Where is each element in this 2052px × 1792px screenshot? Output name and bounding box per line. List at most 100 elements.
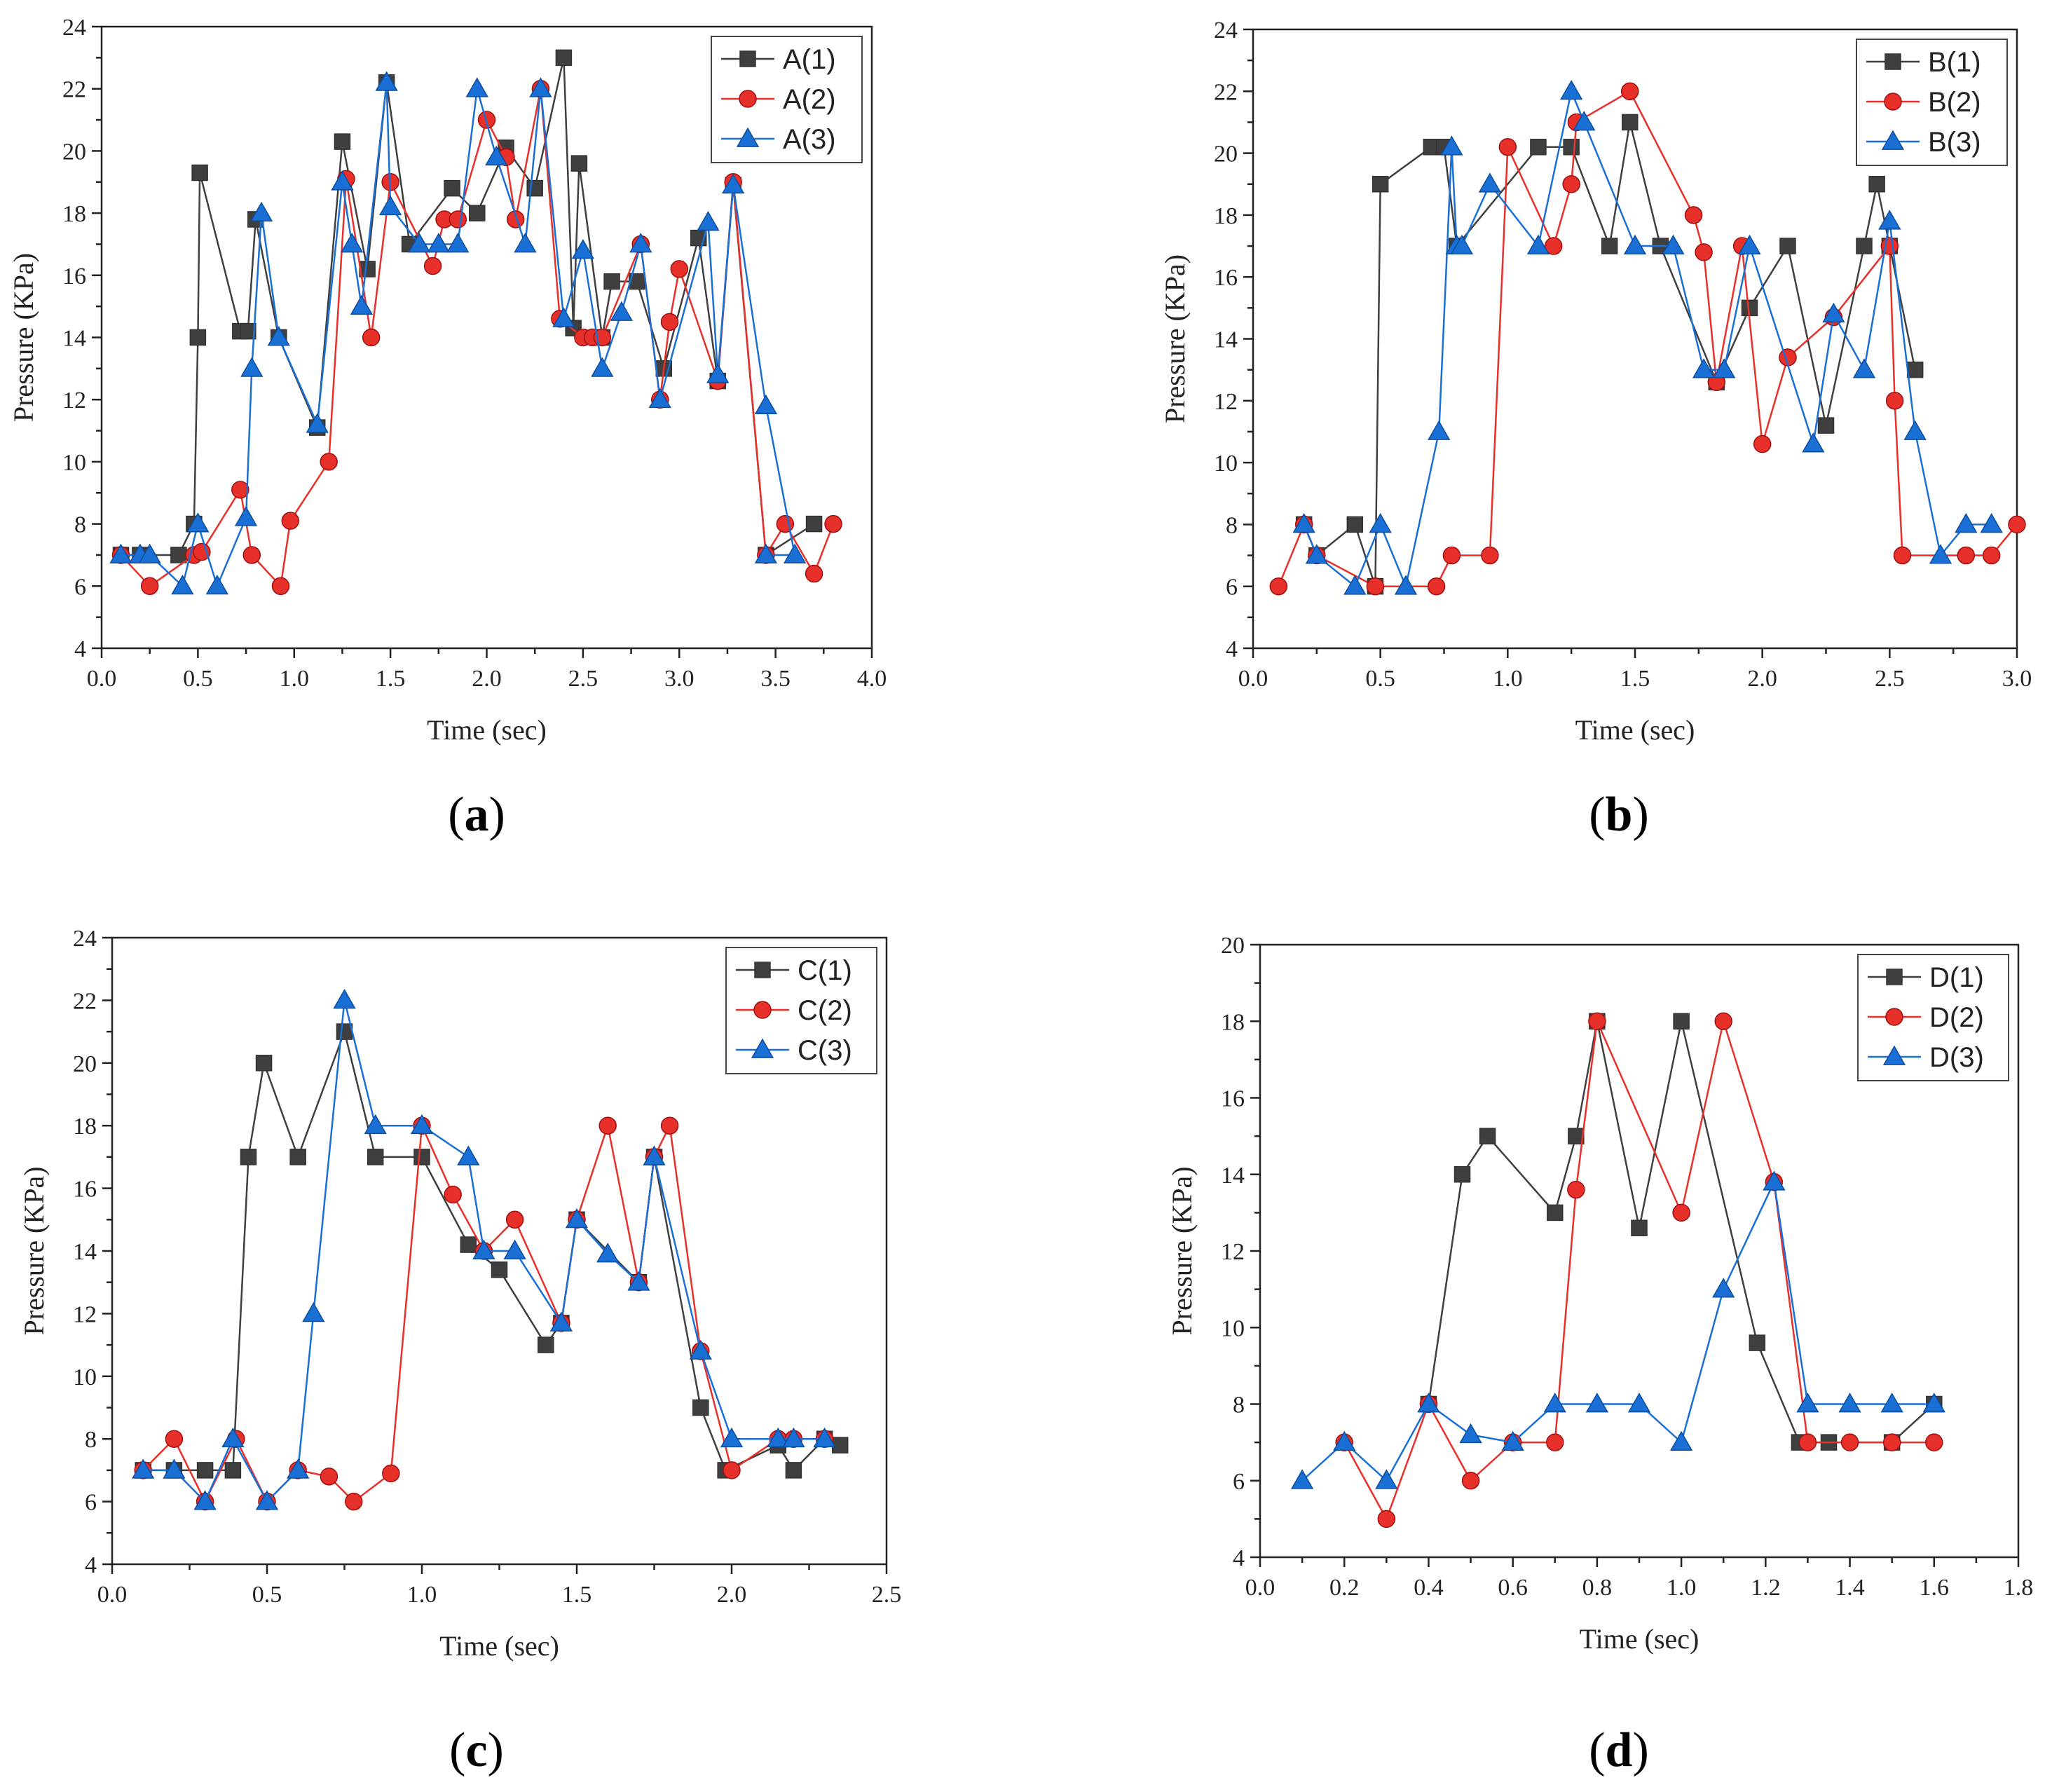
data-point [1568,1128,1585,1144]
data-point [193,1490,217,1510]
data-point [552,307,575,327]
legend-marker [1884,93,1902,111]
data-point [629,233,652,253]
data-point [446,233,470,253]
y-tick-label: 16 [73,1177,97,1203]
data-point [1290,1469,1314,1489]
data-point [1428,420,1451,440]
y-tick-label: 22 [73,988,97,1014]
x-tick-label: 1.2 [1751,1575,1781,1601]
y-axis-title: Pressure (KPa) [18,1166,50,1335]
data-point [503,1239,526,1259]
data-point [413,1149,430,1165]
data-point [382,1464,400,1483]
x-tick-label: 3.5 [760,666,791,692]
y-tick-label: 24 [73,926,97,952]
legend-box [725,947,877,1074]
data-point [336,1023,353,1040]
data-point [1856,238,1873,254]
data-point [529,77,552,97]
data-point [240,357,264,377]
x-tick-label: 0.0 [1238,666,1268,692]
data-point [1982,546,2001,565]
data-point [170,547,187,563]
data-point [186,512,210,533]
y-tick-label: 12 [1214,389,1238,415]
data-point [643,1145,666,1165]
data-point [306,413,329,433]
data-point [555,49,573,67]
data-point [514,233,537,253]
data-point [1292,513,1315,533]
data-point [767,1427,790,1448]
x-tick-label: 1.0 [1667,1575,1697,1601]
data-point [1882,1433,1901,1451]
series-line [1428,1020,1935,1444]
y-tick-label: 20 [1214,142,1238,167]
x-tick-label: 0.5 [252,1582,282,1608]
data-point [423,257,442,275]
data-point [1684,206,1703,224]
data-point [2008,515,2026,534]
data-point [427,233,450,253]
y-tick-label: 10 [1214,451,1238,477]
data-point [1669,1430,1693,1451]
series-D(2) [1335,1012,1943,1528]
x-tick-label: 2.5 [568,666,598,692]
data-point [1375,1469,1398,1489]
data-point [1673,1013,1690,1030]
data-point [171,574,194,595]
series-B(2) [1269,82,2026,596]
data-point [571,238,595,259]
legend-marker [739,90,757,108]
series-line [1301,1179,1934,1482]
data-point [1817,417,1835,434]
y-tick-label: 18 [62,201,86,227]
y-tick-label: 14 [62,326,86,352]
data-point [1925,1433,1943,1451]
x-tick-label: 0.4 [1414,1575,1444,1601]
legend: D(1) D(2) D(3) [1857,954,2009,1081]
y-axis-title: Pressure (KPa) [1166,1166,1198,1335]
y-tick-label: 12 [1221,1239,1245,1265]
data-point [408,233,431,253]
data-point [191,164,208,182]
y-tick-label: 14 [1214,327,1238,353]
data-point [785,1462,802,1479]
y-tick-label: 16 [62,264,86,289]
data-point [1588,1012,1606,1030]
data-point [242,546,261,564]
data-point [410,1114,434,1135]
data-point [255,1055,273,1072]
data-point [1546,1433,1564,1451]
data-point [163,1458,186,1479]
data-point [591,357,614,377]
data-point [1868,176,1885,193]
y-tick-label: 16 [1214,265,1238,291]
data-point [1305,544,1328,564]
data-point [320,453,338,471]
x-tick-label: 3.0 [2002,666,2032,692]
panel-letter: d [1606,1723,1633,1777]
chart-panel-c: 4 6 8 10 12 14 16 18 20 22 24 0.0 0.5 1.0 1.5 2.0 2.5 Tim… [18,926,901,1777]
data-point [1479,1128,1496,1144]
data-point [1796,1393,1819,1413]
data-point [706,363,730,383]
data-point [165,1430,184,1448]
data-point [805,564,823,583]
data-point [472,1239,495,1259]
x-tick-label: 0.6 [1498,1575,1528,1601]
y-tick-label: 6 [85,1490,97,1516]
data-point [1366,577,1385,596]
data-point [1501,1430,1524,1451]
data-point [1562,175,1580,193]
data-point [565,1208,589,1229]
data-point [240,322,256,340]
legend-marker [754,962,771,978]
x-tick-label: 1.5 [562,1582,592,1608]
data-point [281,512,300,530]
data-point [289,1149,306,1165]
legend-label: B(1) [1928,47,1981,78]
data-point [240,1149,257,1165]
x-tick-label: 0.5 [183,666,213,692]
